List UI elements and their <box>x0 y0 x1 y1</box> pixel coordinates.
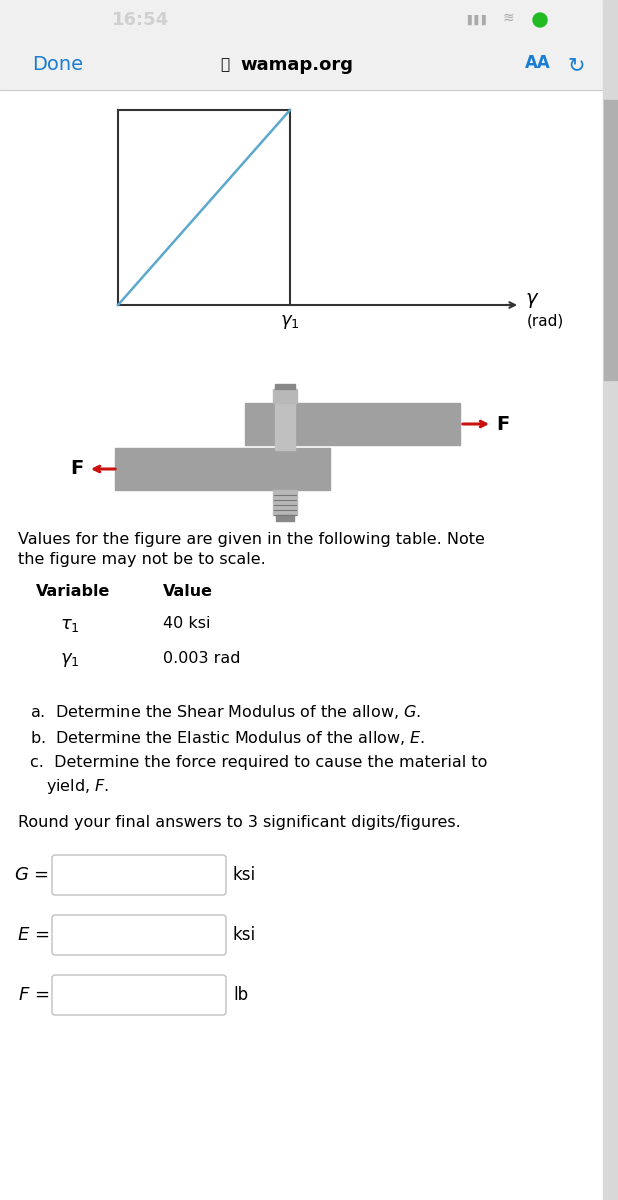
Text: Value: Value <box>163 584 213 599</box>
Text: ksi: ksi <box>233 866 256 884</box>
Text: $G$ =: $G$ = <box>14 866 49 884</box>
Text: $E$ =: $E$ = <box>17 926 49 944</box>
FancyBboxPatch shape <box>52 974 226 1015</box>
Text: wamap.org: wamap.org <box>240 56 353 74</box>
Text: Variable: Variable <box>36 584 111 599</box>
Bar <box>275 384 295 389</box>
Text: $\gamma_1$: $\gamma_1$ <box>280 313 300 331</box>
Text: yield, $F$.: yield, $F$. <box>46 778 109 796</box>
Bar <box>273 389 297 403</box>
Text: Values for the figure are given in the following table. Note: Values for the figure are given in the f… <box>18 532 485 547</box>
Text: (rad): (rad) <box>527 313 564 328</box>
Bar <box>115 448 330 490</box>
Text: Round your final answers to 3 significant digits/figures.: Round your final answers to 3 significan… <box>18 815 461 830</box>
Text: b.  Determine the Elastic Modulus of the allow, $E$.: b. Determine the Elastic Modulus of the … <box>30 728 425 746</box>
Text: $\gamma_1$: $\gamma_1$ <box>60 650 80 670</box>
Text: $\tau_1$: $\tau_1$ <box>60 616 80 634</box>
Text: ≋: ≋ <box>502 11 514 25</box>
Text: AA: AA <box>525 54 551 72</box>
Text: the figure may not be to scale.: the figure may not be to scale. <box>18 552 266 566</box>
Text: F: F <box>70 460 84 479</box>
Text: ▌▌▌: ▌▌▌ <box>467 14 489 25</box>
Circle shape <box>533 13 547 26</box>
Text: 16:54: 16:54 <box>111 11 169 29</box>
Text: a.  Determine the Shear Modulus of the allow, $G$.: a. Determine the Shear Modulus of the al… <box>30 703 421 721</box>
Text: $\gamma$: $\gamma$ <box>525 292 540 311</box>
Text: 40 ksi: 40 ksi <box>163 616 211 631</box>
Text: $F$ =: $F$ = <box>18 986 49 1004</box>
Text: 🔒: 🔒 <box>220 58 229 72</box>
Text: ksi: ksi <box>233 926 256 944</box>
Bar <box>604 100 617 380</box>
FancyBboxPatch shape <box>52 854 226 895</box>
Text: ↻: ↻ <box>567 55 585 74</box>
FancyBboxPatch shape <box>52 914 226 955</box>
Bar <box>245 403 460 445</box>
Bar <box>273 490 297 515</box>
Text: Done: Done <box>32 55 83 74</box>
Bar <box>0 0 618 40</box>
Text: lb: lb <box>233 986 248 1004</box>
Bar <box>276 515 294 521</box>
Text: c.  Determine the force required to cause the material to: c. Determine the force required to cause… <box>30 755 488 770</box>
Bar <box>0 40 618 90</box>
Bar <box>275 401 295 450</box>
Text: F: F <box>496 414 509 433</box>
Bar <box>603 0 618 1200</box>
Text: 0.003 rad: 0.003 rad <box>163 650 240 666</box>
